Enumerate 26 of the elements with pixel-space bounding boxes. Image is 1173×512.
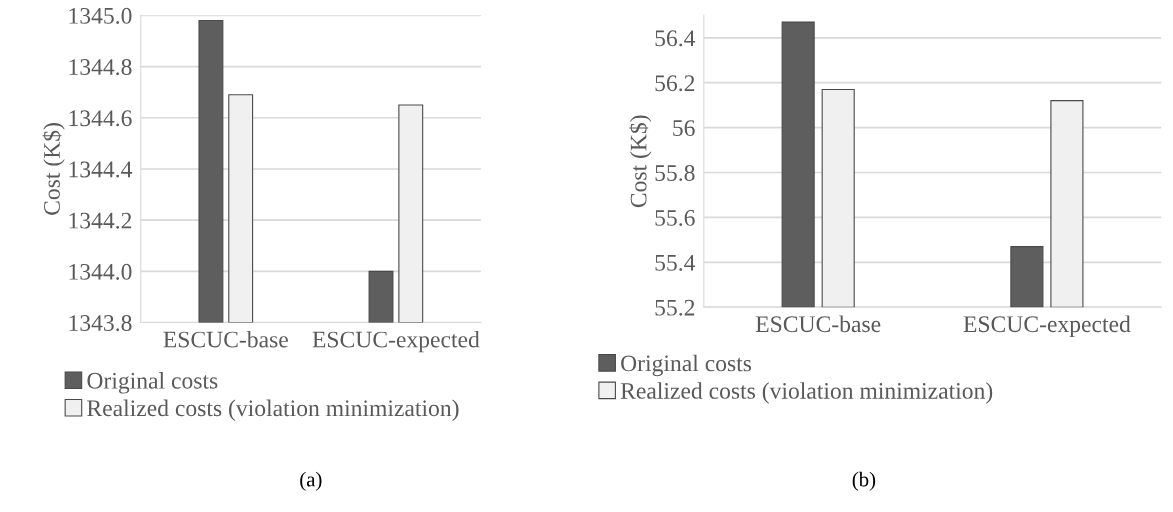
y-tick-label: 56.2: [655, 75, 695, 92]
legend-label: Realized costs (violation minimization): [620, 382, 993, 404]
legend-label: Realized costs (violation minimization): [87, 399, 459, 422]
y-tick-label: 1344.2: [69, 212, 132, 229]
y-tick-label: 55.2: [655, 299, 695, 316]
y-tick-label: 1344.8: [69, 59, 132, 76]
y-tick-label: 1344.6: [69, 110, 132, 127]
y-tick-label: 56.4: [655, 30, 696, 47]
y-tick-label: 55.8: [655, 165, 695, 182]
x-tick-label: ESCUC-expected: [963, 315, 1131, 337]
y-tick-label: 1343.8: [69, 315, 132, 332]
x-tick-label: ESCUC-base: [755, 315, 881, 333]
text: (a): [300, 471, 322, 491]
y-tick-label: 1344.0: [69, 263, 132, 280]
legend-label: Original costs: [87, 372, 218, 394]
x-tick-label: ESCUC-base: [163, 330, 288, 348]
text: (b): [852, 471, 876, 491]
y-tick-label: 55.4: [655, 254, 696, 271]
y-tick-label: 1344.4: [69, 161, 133, 178]
y-tick-label: 55.6: [655, 209, 695, 226]
y-axis-title: Cost (K$): [629, 115, 652, 208]
x-tick-label: ESCUC-expected: [312, 330, 480, 353]
y-tick-label: 1345.0: [69, 7, 132, 24]
legend-label: Original costs: [621, 354, 752, 377]
y-axis-title: Cost (K$): [42, 123, 65, 215]
y-tick-label: 56: [673, 120, 695, 137]
